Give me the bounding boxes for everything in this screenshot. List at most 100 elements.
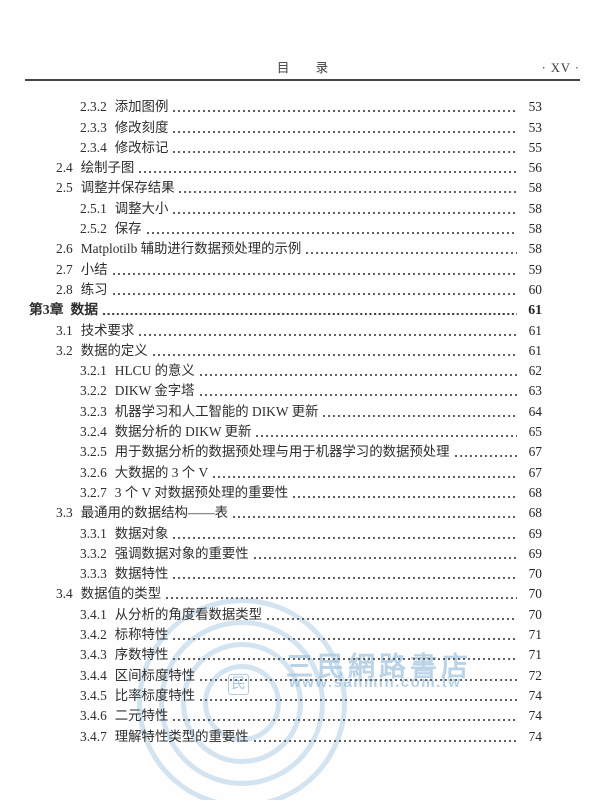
dotted-leader [318,400,520,420]
toc-entry: 3.3 最通用的数据结构——表 68 [25,502,542,522]
toc-entry-title: 数据特性 [114,566,169,582]
toc-entry-number: 3.2 [56,342,73,358]
toc-entry-page: 67 [528,444,542,460]
toc-entry-number: 3.4 [56,586,73,602]
toc-entry-title: 技术要求 [80,322,135,338]
toc-entry-number: 3.3 [56,505,73,521]
toc-entry-page: 59 [528,261,542,277]
toc-entry-title: 调整大小 [114,200,169,216]
toc-list: 2.3.2 添加图例 53 2.3.3 修改刻度 53 2.3.4 修改标记 [25,96,542,746]
toc-entry-title: 3 个 V 对数据预处理的重要性 [114,484,289,500]
dotted-leader [168,137,520,157]
toc-entry-title: 数据分析的 DIKW 更新 [114,424,252,440]
toc-entry-number: 3.4.1 [80,606,107,622]
toc-entry-page: 61 [528,302,542,318]
dotted-leader [228,502,520,522]
toc-entry-page: 69 [528,525,542,541]
dotted-leader [208,461,520,481]
toc-entry-title: 数据对象 [114,525,169,541]
dotted-leader [174,177,520,197]
toc-entry-page: 71 [528,627,542,643]
toc-entry-title: 数据值的类型 [80,586,162,602]
dotted-leader [168,522,520,542]
dotted-leader [168,624,520,644]
toc-entry-number: 3.2.7 [80,484,107,500]
toc-entry: 3.2.7 3 个 V 对数据预处理的重要性 68 [25,482,542,502]
toc-entry-title: 绘制子图 [80,160,135,176]
toc-entry-title: 区间标度特性 [114,667,196,683]
toc-entry-number: 3.2.5 [80,444,107,460]
toc-entry: 3.4.6 二元特性 74 [25,705,542,725]
toc-entry-page: 74 [528,728,542,744]
toc-entry-page: 61 [528,342,542,358]
toc-entry: 2.4 绘制子图 56 [25,157,542,177]
toc-entry: 3.3.2 强调数据对象的重要性 69 [25,543,542,563]
toc-entry-number: 3.4.5 [80,687,107,703]
toc-entry: 3.1 技术要求 61 [25,319,542,339]
toc-entry-title: 修改标记 [114,139,169,155]
toc-entry: 3.4.7 理解特性类型的重要性 74 [25,725,542,745]
page-header: 目 录 · XV · [25,0,580,76]
toc-entry-page: 69 [528,545,542,561]
toc-entry: 2.3.4 修改标记 55 [25,137,542,157]
toc-entry-page: 67 [528,464,542,480]
toc-entry-title: 标称特性 [114,627,169,643]
dotted-leader [168,705,520,725]
dotted-leader [161,583,520,603]
dotted-leader [134,157,520,177]
toc-entry: 3.3.1 数据对象 69 [25,522,542,542]
toc-entry-page: 65 [528,424,542,440]
toc-entry-page: 56 [528,160,542,176]
toc-entry-title: 用于数据分析的数据预处理与用于机器学习的数据预处理 [114,444,450,460]
toc-entry-page: 58 [528,221,542,237]
toc-entry-title: 机器学习和人工智能的 DIKW 更新 [114,403,319,419]
toc-entry: 3.2.2 DIKW 金字塔 63 [25,380,542,400]
toc-entry: 2.3.2 添加图例 53 [25,96,542,116]
toc-entry-number: 3.3.2 [80,545,107,561]
dotted-leader [134,319,520,339]
toc-entry-number: 3.4.6 [80,708,107,724]
toc-entry-number: 3.2.1 [80,363,107,379]
toc-entry-title: 数据 [70,302,99,318]
dotted-leader [195,360,520,380]
dotted-leader [108,279,520,299]
toc-entry-page: 58 [528,200,542,216]
toc-entry-page: 63 [528,383,542,399]
toc-entry-title: Matplotilb 辅助进行数据预处理的示例 [80,241,302,257]
dotted-leader [142,218,520,238]
toc-entry-page: 68 [528,505,542,521]
toc-entry: 2.5 调整并保存结果 58 [25,177,542,197]
toc-entry-page: 53 [528,99,542,115]
toc-entry: 2.5.1 调整大小 58 [25,197,542,217]
dotted-leader [288,482,520,502]
toc-entry: 3.4 数据值的类型 70 [25,583,542,603]
toc-entry: 2.6 Matplotilb 辅助进行数据预处理的示例 58 [25,238,542,258]
toc-entry-page: 70 [528,566,542,582]
toc-entry-title: 大数据的 3 个 V [114,464,209,480]
toc-entry-number: 3.4.4 [80,667,107,683]
toc-entry-page: 62 [528,363,542,379]
toc-entry-title: 数据的定义 [80,342,148,358]
toc-entry-title: 从分析的角度看数据类型 [114,606,263,622]
dotted-leader [249,725,520,745]
toc-entry-page: 55 [528,139,542,155]
toc-entry-number: 3.4.2 [80,627,107,643]
page-number-marker: · XV · [541,61,580,75]
dotted-leader [168,644,520,664]
toc-entry-title: 序数特性 [114,647,169,663]
toc-entry: 3.4.4 区间标度特性 72 [25,664,542,684]
toc-entry-number: 2.6 [56,241,73,257]
toc-entry: 3.2.3 机器学习和人工智能的 DIKW 更新 64 [25,400,542,420]
toc-entry-title: 理解特性类型的重要性 [114,728,249,744]
toc-entry: 3.4.3 序数特性 71 [25,644,542,664]
toc-entry-page: 64 [528,403,542,419]
toc-entry-number: 3.4.7 [80,728,107,744]
toc-entry-page: 58 [528,241,542,257]
toc-entry: 第3章 数据 61 [25,299,542,319]
toc-entry-page: 61 [528,322,542,338]
dotted-leader [195,685,520,705]
dotted-leader [195,664,520,684]
toc-entry-title: 练习 [80,281,108,297]
toc-entry-number: 2.8 [56,281,73,297]
toc-entry-number: 3.4.3 [80,647,107,663]
